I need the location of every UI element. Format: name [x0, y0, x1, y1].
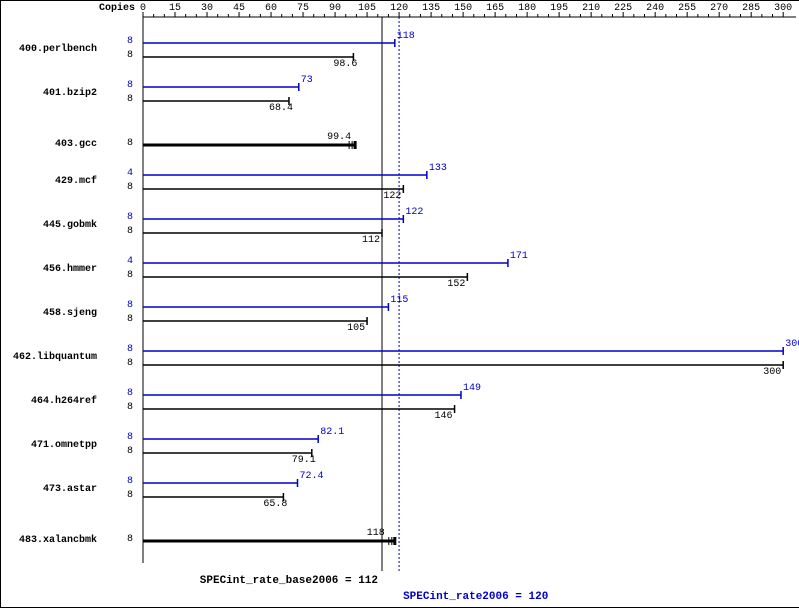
peak-copies: 8 — [127, 300, 133, 311]
x-tick-label: 0 — [140, 3, 146, 14]
benchmark-name: 458.sjeng — [43, 308, 97, 319]
base-value: 79.1 — [292, 455, 316, 466]
base-copies: 8 — [127, 534, 133, 545]
base-copies: 8 — [127, 182, 133, 193]
peak-copies: 8 — [127, 432, 133, 443]
base-copies: 8 — [127, 446, 133, 457]
x-tick-label: 90 — [329, 3, 341, 14]
base-copies: 8 — [127, 402, 133, 413]
copies-header: Copies — [99, 3, 135, 14]
peak-summary: SPECint_rate2006 = 120 — [403, 591, 548, 603]
x-tick-label: 45 — [233, 3, 245, 14]
peak-value: 118 — [397, 31, 415, 42]
x-tick-label: 135 — [422, 3, 440, 14]
peak-copies: 4 — [127, 256, 133, 267]
peak-value: 133 — [429, 163, 447, 174]
base-copies: 8 — [127, 138, 133, 149]
x-tick-label: 285 — [742, 3, 760, 14]
benchmark-name: 400.perlbench — [19, 44, 97, 55]
benchmark-name: 464.h264ref — [31, 396, 97, 407]
benchmark-name: 483.xalancbmk — [19, 535, 97, 546]
base-value: 65.8 — [263, 499, 287, 510]
base-value: 300 — [763, 367, 781, 378]
x-tick-label: 270 — [710, 3, 728, 14]
spec-rate-chart: 0 15 30 45 60 75 90 105 120 135 150 165 180 195 210 225… — [0, 0, 799, 608]
benchmark-name: 429.mcf — [55, 176, 97, 187]
base-value: 146 — [435, 411, 453, 422]
peak-value: 149 — [463, 383, 481, 394]
benchmark-name: 473.astar — [43, 484, 97, 495]
x-tick-label: 105 — [358, 3, 376, 14]
peak-copies: 8 — [127, 212, 133, 223]
base-value: 118 — [367, 528, 385, 539]
x-tick-label: 210 — [582, 3, 600, 14]
peak-copies: 8 — [127, 36, 133, 47]
x-tick-label: 195 — [550, 3, 568, 14]
base-copies: 8 — [127, 226, 133, 237]
base-copies: 8 — [127, 50, 133, 61]
base-value: 98.6 — [333, 59, 357, 70]
x-tick-label: 240 — [646, 3, 664, 14]
base-value: 68.4 — [269, 103, 293, 114]
x-tick-label: 255 — [678, 3, 696, 14]
base-copies: 8 — [127, 270, 133, 281]
base-summary: SPECint_rate_base2006 = 112 — [200, 575, 378, 587]
x-tick-label: 30 — [201, 3, 213, 14]
base-value: 99.4 — [327, 132, 351, 143]
peak-value: 82.1 — [320, 427, 344, 438]
base-copies: 8 — [127, 314, 133, 325]
base-value: 152 — [447, 279, 465, 290]
peak-copies: 8 — [127, 388, 133, 399]
peak-copies: 8 — [127, 80, 133, 91]
x-tick-label: 225 — [614, 3, 632, 14]
x-tick-label: 165 — [486, 3, 504, 14]
x-tick-label: 60 — [265, 3, 277, 14]
base-copies: 8 — [127, 490, 133, 501]
benchmark-name: 471.omnetpp — [31, 440, 97, 451]
peak-copies: 8 — [127, 344, 133, 355]
peak-value: 115 — [390, 295, 408, 306]
base-copies: 8 — [127, 358, 133, 369]
x-tick-label: 300 — [774, 3, 792, 14]
peak-value: 171 — [510, 251, 528, 262]
x-tick-label: 120 — [390, 3, 408, 14]
base-value: 105 — [347, 323, 365, 334]
peak-copies: 4 — [127, 168, 133, 179]
benchmark-name: 445.gobmk — [43, 220, 97, 231]
base-copies: 8 — [127, 94, 133, 105]
benchmark-name: 403.gcc — [55, 139, 97, 150]
peak-value: 300 — [785, 339, 799, 350]
x-tick-label: 15 — [169, 3, 181, 14]
peak-value: 72.4 — [300, 471, 324, 482]
benchmark-name: 462.libquantum — [13, 352, 97, 363]
benchmark-name: 456.hmmer — [43, 264, 97, 275]
peak-copies: 8 — [127, 476, 133, 487]
peak-value: 73 — [301, 75, 313, 86]
x-tick-label: 150 — [454, 3, 472, 14]
base-value: 112 — [362, 235, 380, 246]
peak-value: 122 — [405, 207, 423, 218]
x-tick-label: 180 — [518, 3, 536, 14]
x-tick-label: 75 — [297, 3, 309, 14]
benchmark-name: 401.bzip2 — [43, 88, 97, 99]
base-value: 122 — [383, 191, 401, 202]
